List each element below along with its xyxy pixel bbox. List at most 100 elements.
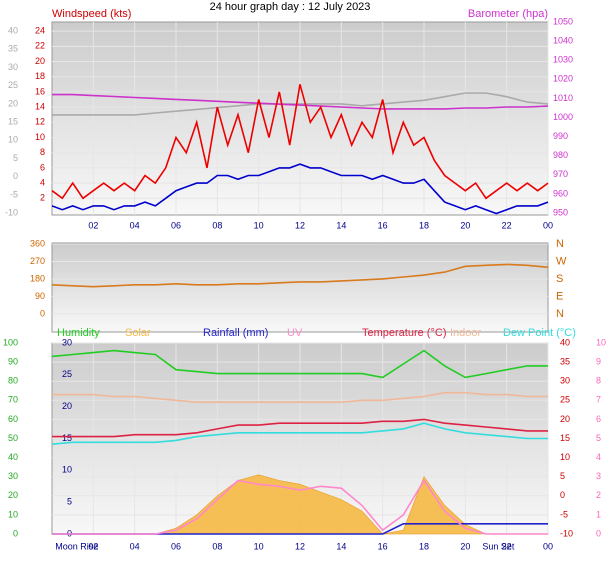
legend-entry: Dew Point (°C) — [503, 327, 576, 339]
y-tick-label: 0 — [40, 308, 45, 318]
line — [52, 92, 549, 116]
y-tick-label: 90 — [35, 291, 45, 301]
y2-tick-label: 960 — [553, 188, 568, 198]
y3-tick-label: 5 — [67, 497, 72, 507]
y-tick-label: 30 — [8, 471, 18, 481]
y2-tick-label: 40 — [560, 337, 570, 347]
y3-tick-label: 15 — [8, 117, 18, 127]
y4-tick-label: 8 — [596, 376, 601, 386]
y-tick-label: 10 — [8, 509, 18, 519]
y2-tick-label: 1020 — [553, 74, 573, 84]
y3-tick-label: 40 — [8, 25, 18, 35]
y2-tick-label: 1030 — [553, 55, 573, 65]
y3-tick-label: 25 — [62, 369, 72, 379]
y3-tick-label: 10 — [8, 135, 18, 145]
y-tick-label: 270 — [30, 256, 45, 266]
x-tick-label: 14 — [336, 220, 346, 230]
y2-tick-label: S — [556, 273, 563, 285]
y4-tick-label: 0 — [596, 528, 601, 538]
y2-tick-label: 1000 — [553, 112, 573, 122]
y4-tick-label: 2 — [596, 490, 601, 500]
y3-tick-label: 20 — [8, 98, 18, 108]
x-tick-label: 22 — [502, 541, 512, 551]
y2-tick-label: 35 — [560, 356, 570, 366]
line — [51, 422, 548, 445]
x-tick-label: 22 — [502, 220, 512, 230]
y2-axis-title: Barometer (hpa) — [468, 8, 548, 20]
x-tick-label: 04 — [130, 541, 140, 551]
x-tick-label: 18 — [419, 220, 429, 230]
y3-tick-label: 20 — [62, 401, 72, 411]
line — [52, 391, 548, 403]
y-tick-label: 6 — [40, 162, 45, 172]
y2-tick-label: -5 — [560, 509, 568, 519]
y-tick-label: 14 — [35, 101, 45, 111]
y-axis-title: Windspeed (kts) — [52, 8, 131, 20]
y-tick-label: 80 — [8, 376, 18, 386]
y2-tick-label: 950 — [553, 207, 568, 217]
x-tick-label: 16 — [378, 541, 388, 551]
y2-tick-label: 990 — [553, 131, 568, 141]
x-tick-label: 06 — [171, 541, 181, 551]
y2-tick-label: 5 — [560, 471, 565, 481]
x-tick-label: 12 — [295, 541, 305, 551]
y-tick-label: 100 — [3, 337, 18, 347]
x-tick-label: 16 — [378, 220, 388, 230]
x-tick-label: 18 — [419, 541, 429, 551]
y3-tick-label: 15 — [62, 433, 72, 443]
y-tick-label: 2 — [40, 193, 45, 203]
x-tick-label: 00 — [543, 541, 553, 551]
y2-tick-label: 1050 — [553, 16, 573, 26]
y-tick-label: 8 — [40, 147, 45, 157]
legend-entry: UV — [287, 327, 303, 339]
x-tick-label: 02 — [88, 220, 98, 230]
x-tick-label: 20 — [460, 220, 470, 230]
y2-tick-label: E — [556, 290, 563, 302]
y-tick-label: 10 — [35, 132, 45, 142]
line — [51, 263, 549, 288]
y-tick-label: 360 — [30, 238, 45, 248]
y3-tick-label: -10 — [5, 208, 18, 218]
legend-entry: Temperature (°C) — [362, 327, 446, 339]
y4-tick-label: 7 — [596, 395, 601, 405]
y3-tick-label: -5 — [10, 189, 18, 199]
y-tick-label: 12 — [35, 117, 45, 127]
x-tick-label: 10 — [254, 541, 264, 551]
line — [51, 84, 549, 200]
legend-entry: Rainfall (mm) — [203, 327, 268, 339]
y2-tick-label: 30 — [560, 376, 570, 386]
y2-tick-label: W — [556, 255, 567, 267]
y-tick-label: 40 — [8, 452, 18, 462]
y2-tick-label: -10 — [560, 528, 573, 538]
y-tick-label: 4 — [40, 177, 45, 187]
y2-tick-label: 980 — [553, 150, 568, 160]
x-tick-label: 08 — [212, 220, 222, 230]
y3-tick-label: 25 — [8, 80, 18, 90]
y4-tick-label: 5 — [596, 433, 601, 443]
y2-tick-label: N — [556, 308, 564, 320]
line — [52, 93, 549, 110]
y-tick-label: 50 — [8, 433, 18, 443]
y-tick-label: 16 — [35, 86, 45, 96]
x-tick-label: 06 — [171, 220, 181, 230]
y2-tick-label: 20 — [560, 414, 570, 424]
y3-tick-label: 5 — [13, 153, 18, 163]
y3-tick-label: 35 — [8, 44, 18, 54]
y-tick-label: 18 — [35, 71, 45, 81]
line — [51, 163, 549, 215]
annotation: Sun Set — [482, 541, 515, 551]
x-tick-label: 08 — [212, 541, 222, 551]
y-tick-label: 0 — [13, 528, 18, 538]
y-tick-label: 20 — [35, 56, 45, 66]
y2-tick-label: 0 — [560, 490, 565, 500]
y2-tick-label: 25 — [560, 395, 570, 405]
y-tick-label: 20 — [8, 490, 18, 500]
y2-tick-label: 1010 — [553, 93, 573, 103]
y3-tick-label: 0 — [13, 171, 18, 181]
y2-tick-label: 1040 — [553, 35, 573, 45]
x-tick-label: 10 — [254, 220, 264, 230]
y4-tick-label: 3 — [596, 471, 601, 481]
x-tick-label: 20 — [460, 541, 470, 551]
y3-tick-label: 30 — [62, 337, 72, 347]
